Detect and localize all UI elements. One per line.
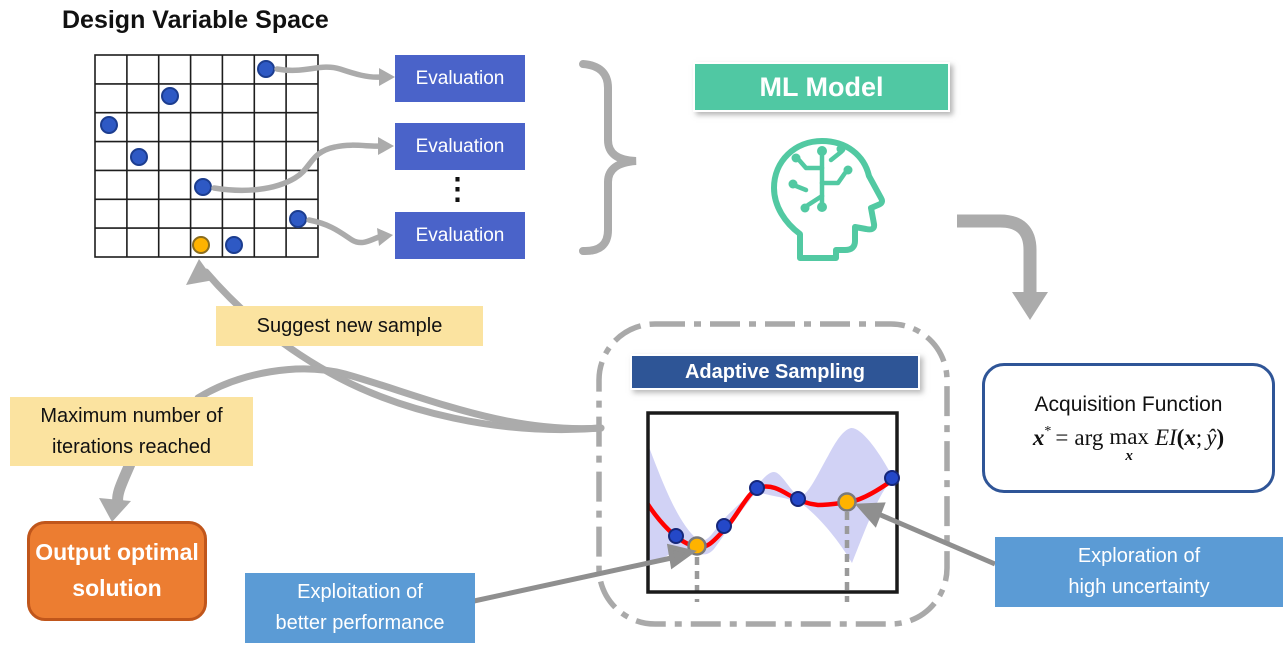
evaluation-label: Evaluation xyxy=(415,135,505,157)
acquisition-title: Acquisition Function xyxy=(1034,392,1223,416)
exploration-line1: Exploration of xyxy=(1077,545,1201,567)
grid-new-sample-point xyxy=(192,236,210,254)
formula-arg: arg xyxy=(1074,424,1104,450)
adaptive-sampling-label: Adaptive Sampling xyxy=(684,360,866,383)
evaluation-label: Evaluation xyxy=(415,67,505,89)
evaluation-box-1: Evaluation xyxy=(395,55,525,102)
formula-close-paren: ) xyxy=(1216,424,1225,450)
curly-brace-icon xyxy=(579,60,637,256)
output-line2: solution xyxy=(72,575,162,601)
evaluation-box-2: Evaluation xyxy=(395,123,525,170)
formula-yhat: ŷ xyxy=(1206,424,1217,450)
evaluation-connector-arrowheads xyxy=(377,68,395,246)
exploitation-box: Exploitation of better performance xyxy=(245,573,475,643)
grid-sample-points xyxy=(100,60,307,254)
exploration-box: Exploration of high uncertainty xyxy=(995,537,1283,607)
page-title: Design Variable Space xyxy=(62,6,329,34)
acquisition-formula: x * = arg max x EI(x; ŷ) xyxy=(1032,423,1225,464)
output-line1: Output optimal xyxy=(35,539,199,566)
ml-model-box: ML Model xyxy=(693,62,950,112)
feedback-loop-curves xyxy=(194,268,605,434)
acquisition-function-box: Acquisition Function x * = arg max x EI(x… xyxy=(982,363,1275,493)
ml-to-acquisition-arrowhead xyxy=(1012,292,1048,320)
evaluation-label: Evaluation xyxy=(415,224,505,246)
max-iterations-line2: iterations reached xyxy=(52,435,211,458)
formula-separator: ; xyxy=(1195,424,1203,450)
plot-sample-points xyxy=(668,470,900,544)
plot-frame xyxy=(646,411,899,594)
formula-max-stack: max x xyxy=(1109,425,1149,464)
formula-max-sub: x xyxy=(1125,447,1133,464)
max-iterations-box: Maximum number of iterations reached xyxy=(10,397,253,466)
circuit-brain-icon xyxy=(793,149,848,208)
formula-max: max xyxy=(1109,423,1149,449)
uncertainty-band xyxy=(648,427,897,567)
formula-equals: = xyxy=(1055,424,1069,450)
exploitation-line1: Exploitation of xyxy=(297,581,423,603)
ml-head-icon xyxy=(771,138,885,261)
suggest-label: Suggest new sample xyxy=(256,314,443,337)
output-arrow xyxy=(112,461,136,505)
formula-var2: x xyxy=(1184,424,1196,450)
formula-open-paren: ( xyxy=(1176,424,1185,450)
evaluation-box-3: Evaluation xyxy=(395,212,525,259)
exploration-line2: high uncertainty xyxy=(1068,576,1210,598)
evaluation-connector-arrows xyxy=(211,64,384,246)
design-variable-grid xyxy=(94,54,319,258)
ml-to-acquisition-arrow xyxy=(957,214,1037,294)
plot-dropdown-dashes xyxy=(694,512,850,602)
output-optimal-solution-box: Output optimal solution xyxy=(27,521,207,621)
evaluation-ellipsis: ⋮ xyxy=(442,173,473,206)
formula-star: * xyxy=(1044,423,1052,439)
output-arrowhead xyxy=(99,498,131,522)
adaptive-sampling-box: Adaptive Sampling xyxy=(630,354,920,390)
exploitation-line2: better performance xyxy=(275,612,445,634)
annotation-pointer-lines xyxy=(473,502,996,604)
formula-var: x xyxy=(1032,424,1045,450)
ml-model-label: ML Model xyxy=(759,71,884,102)
suggest-new-sample-box: Suggest new sample xyxy=(216,306,483,346)
suggest-arrowhead xyxy=(186,259,214,285)
formula-func: EI xyxy=(1154,424,1177,450)
adaptive-sampling-container xyxy=(596,321,950,627)
max-iterations-line1: Maximum number of xyxy=(40,404,223,427)
